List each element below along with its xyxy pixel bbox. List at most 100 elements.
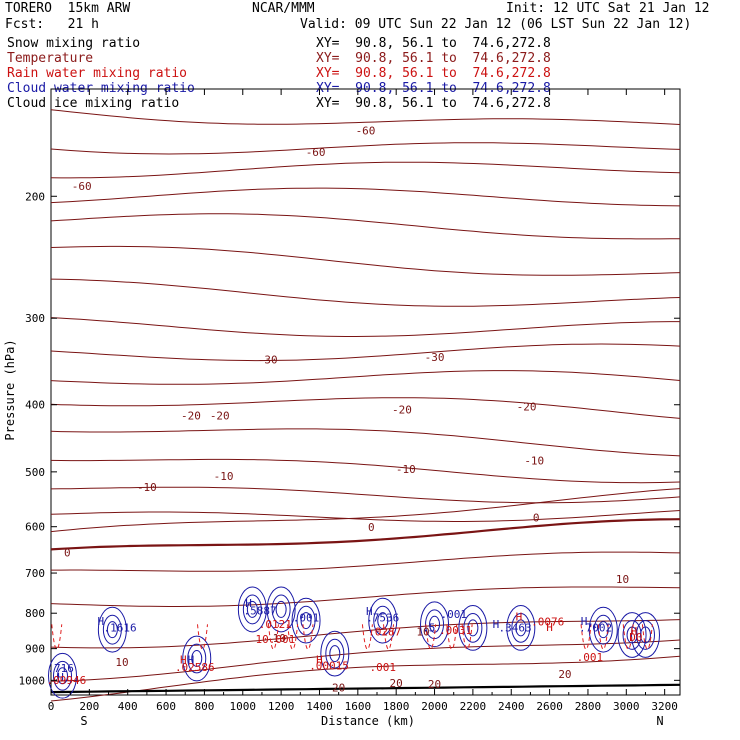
temperature-label: 10 (616, 573, 629, 586)
cloud-water-contour (182, 635, 212, 682)
valid-time: Valid: 09 UTC Sun 22 Jan 12 (06 LST Sun … (300, 17, 692, 32)
cloud-water-contour (593, 614, 613, 645)
cloud-water-contour (271, 594, 291, 625)
cloud-water-contour (639, 626, 651, 644)
isotherm (50, 486, 681, 504)
cloud-water-contour (463, 612, 483, 643)
temperature-label: 0 (533, 512, 540, 525)
rain-label: .0031 (439, 624, 472, 637)
north-label: N (656, 714, 663, 728)
cloud-water-contour (296, 605, 316, 636)
cloud-water-contour (53, 660, 73, 691)
cloud-water-contour (425, 609, 445, 640)
cloud-water-label: .7002 (579, 621, 612, 634)
zero-degree-isotherm (50, 518, 681, 551)
cloud-water-label: .7536 (366, 611, 399, 624)
x-tick-label: 2200 (460, 700, 487, 713)
cloud-water-contour (511, 612, 531, 643)
x-tick-label: 800 (194, 700, 214, 713)
axes: 0 200 400 600 800 1000 1200 1400 1600 1800 2000 220… (19, 89, 680, 713)
temperature-label: 20 (390, 677, 403, 690)
rain-contour (641, 624, 653, 650)
isotherm (50, 317, 680, 337)
rain-contour (267, 624, 279, 650)
x-tick-label: 2600 (536, 700, 563, 713)
rain-label: H (546, 621, 553, 634)
cloud-water-contour (377, 612, 389, 630)
isotherm (50, 142, 681, 155)
cloud-water-contour (373, 605, 393, 636)
temperature-label: 20 (558, 668, 571, 681)
rain-contour (446, 624, 458, 650)
legend-snow-label: Snow mixing ratio (7, 36, 141, 51)
cloud-water-contour (242, 594, 262, 625)
south-label: S (80, 714, 87, 728)
isotherm (50, 639, 681, 682)
temperature-label: -10 (214, 470, 234, 483)
isotherm (50, 655, 681, 702)
legend-cloud-ice-xy: XY= 90.8, 56.1 to 74.6,272.8 (316, 96, 551, 111)
rain-label: H (516, 610, 523, 623)
temperature-label: -20 (210, 409, 230, 422)
cloud-water-contour (48, 652, 78, 699)
isotherm (50, 428, 681, 457)
y-tick-label: 300 (25, 312, 45, 325)
cloud-water-contour (368, 597, 398, 644)
rain-label: .02586 (175, 661, 215, 674)
temperature-label: -10 (524, 455, 544, 468)
isotherm (50, 278, 681, 307)
rain-label: .001 (577, 651, 604, 664)
x-tick-label: 1800 (383, 700, 410, 713)
temperature-label: -10 (137, 481, 157, 494)
rain-label: D0 (629, 631, 642, 644)
cloud-water-contour (506, 604, 536, 651)
center-title: NCAR/MMM (252, 1, 315, 16)
isotherm (50, 109, 681, 125)
legend-temperature-label: Temperature (7, 51, 94, 66)
rain-label: .0287 (368, 625, 401, 638)
isotherm (50, 510, 681, 522)
legend-cloud-ice-label: Cloud ice mixing ratio (7, 96, 180, 111)
cloud-water-contour (597, 621, 609, 639)
rain-label: H (631, 625, 638, 638)
temperature-label: 0 (64, 546, 71, 559)
rain-contour (361, 624, 373, 650)
isotherm (50, 619, 681, 649)
y-tick-label: 200 (25, 190, 45, 203)
rain-contour (287, 624, 299, 650)
rain-contour (461, 624, 473, 650)
cloud-water-contour (102, 614, 122, 645)
legend-rain-label: Rain water mixing ratio (7, 66, 188, 81)
plot-frame (50, 88, 681, 696)
cloud-water-contour (630, 612, 660, 658)
contour-labels: -60 -60 -60 -30 -30 -20 -20 -20 -20 -10 -10 -10 -10 0… (46, 125, 642, 695)
cloud-water-contour (588, 606, 618, 653)
isotherm (50, 213, 681, 240)
x-tick-label: 2400 (498, 700, 525, 713)
y-tick-label: 400 (25, 399, 45, 412)
forecast-hour: Fcst: 21 h (5, 17, 99, 32)
surface-line (50, 683, 681, 694)
temperature-label: -60 (306, 146, 326, 159)
cloud-water-label: H (581, 615, 588, 628)
cloud-water-contour (300, 612, 312, 630)
x-tick-label: 0 (48, 700, 55, 713)
x-tick-label: 3200 (651, 700, 678, 713)
isotherm (50, 370, 681, 385)
x-tick-label: 1200 (268, 700, 295, 713)
temperature-label: -30 (425, 351, 445, 364)
temperature-label: 0 (368, 521, 375, 534)
isotherm (50, 488, 681, 533)
temperature-label: -20 (392, 404, 412, 417)
isotherm (50, 161, 681, 179)
cloud-water-label: .1616 (103, 621, 136, 634)
cloud-water-contour (237, 586, 267, 633)
cloud-water-contour (329, 645, 341, 663)
x-tick-label: 1600 (345, 700, 372, 713)
isotherm (51, 551, 681, 572)
rain-contour (196, 624, 208, 650)
x-tick-label: 400 (118, 700, 138, 713)
isotherm (50, 458, 681, 484)
rain-contour (302, 624, 314, 650)
